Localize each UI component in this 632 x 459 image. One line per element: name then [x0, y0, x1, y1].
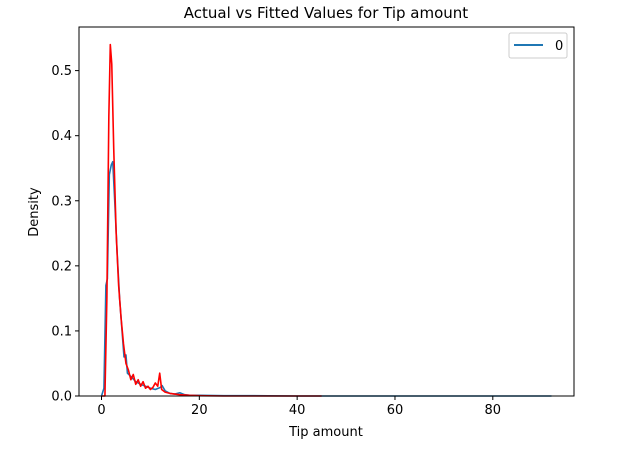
x-axis-label: Tip amount	[288, 425, 363, 440]
chart-title: Actual vs Fitted Values for Tip amount	[184, 4, 469, 22]
plot-area-frame	[78, 26, 575, 397]
x-tick-label: 40	[289, 403, 306, 418]
y-tick-label: 0.4	[51, 129, 72, 144]
x-tick-label: 80	[485, 403, 502, 418]
x-tick-label: 60	[387, 403, 404, 418]
y-tick-label: 0.5	[51, 64, 72, 79]
y-tick-label: 0.1	[51, 324, 72, 339]
x-tick-label: 0	[97, 403, 105, 418]
y-tick-label: 0.3	[51, 194, 72, 209]
y-axis-label: Density	[27, 187, 42, 237]
legend-label-0: 0	[555, 39, 563, 54]
legend: 0	[508, 32, 568, 59]
x-tick-label: 20	[191, 403, 208, 418]
y-axis-ticks: 0.0 0.1 0.2 0.3 0.4 0.5	[51, 64, 79, 405]
series-line-1	[101, 43, 322, 397]
y-tick-label: 0.0	[51, 390, 72, 405]
x-axis-ticks: 0 20 40 60 80	[97, 396, 501, 418]
y-tick-label: 0.2	[51, 259, 72, 274]
